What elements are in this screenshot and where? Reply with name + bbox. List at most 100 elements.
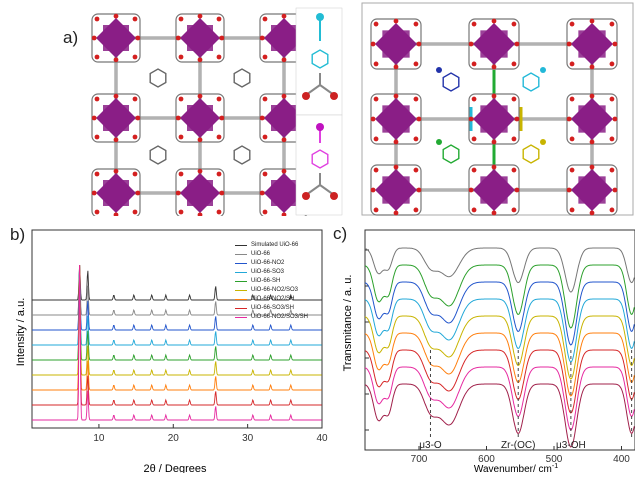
oxygen-atom [259,115,265,121]
legend-swatch [235,316,247,319]
benzene-ring [149,145,167,165]
oxygen-atom [511,136,517,142]
ftir-series-line [364,332,635,397]
oxygen-atom [178,96,184,102]
oxygen-atom [216,16,222,22]
xrd-legend: Simulated UiO-66 UiO-66 UiO-66-NO2 UiO-66-S… [235,241,308,322]
oxygen-atom [393,164,399,170]
substituent-atom [436,67,442,73]
oxygen-atom [569,21,575,27]
oxygen-atom [94,16,100,22]
oxygen-atom [178,16,184,22]
oxygen-atom [197,212,203,218]
oxygen-atom [511,207,517,213]
oxygen-atom [178,134,184,140]
zr-cluster [175,168,225,218]
oxygen-atom [471,96,477,102]
ftir-y-axis-label: Transmitance / a. u. [342,275,354,372]
oxygen-atom [566,187,572,193]
zr-polyhedron-face [382,176,410,204]
zr-cluster [259,168,309,218]
oxygen-atom [281,93,287,99]
oxygen-atom [132,96,138,102]
xrd-y-axis-label: Intensity / a.u. [15,298,27,366]
oxygen-atom [373,21,379,27]
zr-cluster [175,93,225,143]
oxygen-atom [91,115,97,121]
oxygen-atom [612,187,618,193]
oxygen-atom [471,167,477,173]
oxygen-atom [589,210,595,216]
oxygen-atom [113,57,119,63]
panel-label-b: b) [10,225,26,244]
zr-polyhedron-face [578,105,606,133]
oxygen-atom [197,93,203,99]
substituent-atom [316,123,324,131]
functional-linker-ring [522,72,540,92]
oxygen-atom [491,18,497,24]
zr-cluster [468,164,520,216]
oxygen-atom [197,13,203,19]
oxygen-atom [612,116,618,122]
oxygen-atom [491,210,497,216]
ftir-band-label: Zr-(OC) [501,440,535,451]
xrd-series-line [32,264,322,421]
legend-label: Simulated UiO-66 [251,242,299,248]
zr-polyhedron-face [480,30,508,58]
oxygen-atom [373,136,379,142]
oxygen-atom [281,137,287,143]
oxygen-atom [197,137,203,143]
oxygen-atom [132,171,138,177]
zr-cluster [91,168,141,218]
oxygen-atom [413,61,419,67]
oxygen-atom [216,96,222,102]
zr-polyhedron-face [382,105,410,133]
oxygen-atom [566,41,572,47]
ftir-plot-frame [364,229,635,451]
oxygen-atom [471,21,477,27]
oxygen-atom [135,115,141,121]
oxygen-atom [262,16,268,22]
xrd-legend-item: UiO-66-SO3 [235,268,308,277]
oxygen-atom [511,96,517,102]
oxygen-atom [569,61,575,67]
oxygen-atom [491,93,497,99]
oxygen-atom [393,18,399,24]
linker-ring [311,149,329,169]
oxygen-atom [197,57,203,63]
oxygen-atom [262,209,268,215]
oxygen-atom [281,168,287,174]
oxygen-atom [373,167,379,173]
oxygen-atom [262,134,268,140]
zr-polyhedron-face [271,105,297,131]
oxygen-atom [471,61,477,67]
oxygen-atom [262,171,268,177]
uio66-framework-structure [91,7,343,218]
ftir-series-line [364,315,635,380]
oxygen-atom [373,96,379,102]
oxygen-atom [609,207,615,213]
xrd-x-tick-label: 30 [242,433,254,444]
oxygen-atom [569,207,575,213]
xrd-legend-item: UiO-66-NO2 [235,259,308,268]
framework-diagram-plain [88,3,343,218]
oxygen-atom [511,21,517,27]
zr-polyhedron-face [271,180,297,206]
oxygen-atom [609,167,615,173]
oxygen-atom [197,168,203,174]
panel-label-a: a) [63,28,79,47]
oxygen-atom [132,54,138,60]
zr-polyhedron-face [578,176,606,204]
oxygen-atom [514,187,520,193]
legend-label: UiO-66-NO2/SO3 [251,287,299,293]
oxygen-atom [589,64,595,70]
oxygen-atom [589,93,595,99]
oxygen-atom [413,136,419,142]
oxygen-atom [370,187,376,193]
oxygen-atom [216,134,222,140]
oxygen-atom [94,134,100,140]
ftir-x-tick-label: 500 [546,454,563,465]
zr-polyhedron-face [103,180,129,206]
oxygen-atom [609,96,615,102]
oxygen-atom [94,54,100,60]
